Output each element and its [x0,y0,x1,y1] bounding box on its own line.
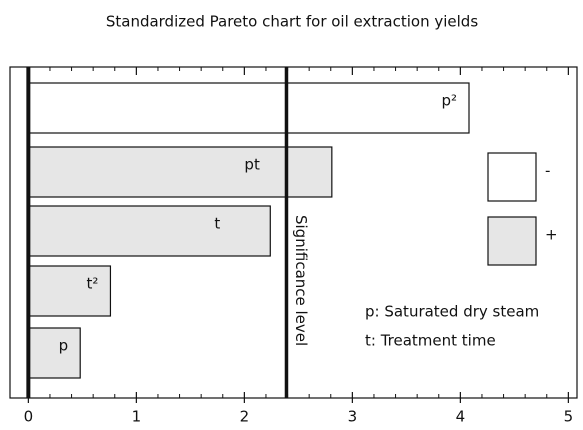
chart-title: Standardized Pareto chart for oil extrac… [106,13,478,31]
bar-label: p [59,337,69,355]
bar [27,82,470,134]
x-tick-label: 5 [564,408,574,426]
legend-label: - [545,162,550,180]
bar-label: p² [441,92,457,110]
bar-label: t² [87,275,99,293]
annotation: t: Treatment time [365,332,496,350]
legend-swatch [487,216,537,266]
bar-label: pt [244,156,260,174]
x-tick-label: 2 [240,408,250,426]
significance-label: Significance level [292,215,310,346]
bar [27,205,271,257]
plot-frame [9,66,578,399]
bar [27,327,81,379]
x-tick-label: 0 [24,408,34,426]
x-tick-label: 4 [456,408,466,426]
annotation: p: Saturated dry steam [365,303,539,321]
legend-swatch [487,152,537,202]
x-tick-label: 3 [348,408,358,426]
bar [27,265,112,317]
bar [27,146,333,198]
x-tick-label: 1 [132,408,142,426]
bar-label: t [214,215,220,233]
legend-label: + [545,226,558,244]
